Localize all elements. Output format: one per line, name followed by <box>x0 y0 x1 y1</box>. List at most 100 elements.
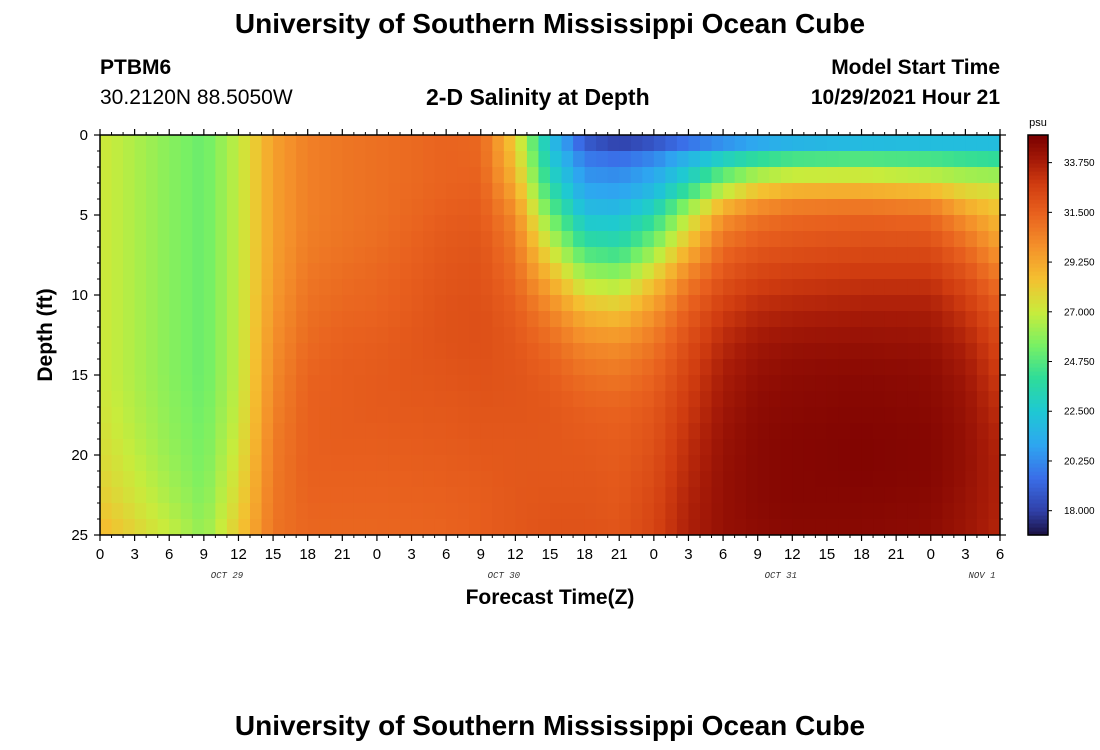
heatmap-cell <box>550 375 563 392</box>
heatmap-cell <box>226 391 240 408</box>
heatmap-cell <box>423 455 436 472</box>
heatmap-cell <box>526 199 540 216</box>
heatmap-cell <box>780 167 793 184</box>
heatmap-cell <box>480 247 493 264</box>
heatmap-cell <box>976 343 990 360</box>
heatmap-cell <box>884 359 897 376</box>
heatmap-cell <box>434 423 447 440</box>
heatmap-cell <box>665 343 678 360</box>
heatmap-cell <box>792 519 805 535</box>
heatmap-cell <box>561 471 574 488</box>
heatmap-cell <box>573 199 586 216</box>
heatmap-cell <box>330 407 343 424</box>
heatmap-cell <box>146 135 159 152</box>
heatmap-cell <box>203 135 216 152</box>
heatmap-cell <box>803 183 816 200</box>
heatmap-cell <box>180 423 193 440</box>
y-tick-label: 25 <box>71 527 88 544</box>
heatmap-cell <box>226 295 240 312</box>
heatmap-cell <box>884 263 897 280</box>
heatmap-cell <box>746 135 759 152</box>
heatmap-cell <box>919 439 932 456</box>
heatmap-cell <box>850 231 863 248</box>
heatmap-cell <box>953 407 966 424</box>
colorbar-segment <box>1028 275 1048 280</box>
heatmap-cell <box>215 407 228 424</box>
heatmap-cell <box>619 359 632 376</box>
heatmap-cell <box>515 503 528 520</box>
heatmap-cell <box>538 439 551 456</box>
x-tick-label: 21 <box>611 546 628 563</box>
heatmap-cell <box>423 439 436 456</box>
heatmap-cell <box>376 199 390 216</box>
heatmap-cell <box>238 295 251 312</box>
heatmap-cell <box>896 199 909 216</box>
heatmap-cell <box>930 375 943 392</box>
heatmap-cell <box>850 135 863 152</box>
heatmap-cell <box>238 327 251 344</box>
heatmap-cell <box>100 327 113 344</box>
heatmap-cell <box>573 279 586 296</box>
y-tick-label: 15 <box>71 367 88 384</box>
heatmap-cell <box>400 215 413 232</box>
heatmap-cell <box>111 183 124 200</box>
heatmap-cell <box>538 135 551 152</box>
heatmap-cell <box>111 215 124 232</box>
heatmap-cell <box>596 375 609 392</box>
heatmap-cell <box>942 183 955 200</box>
heatmap-cell <box>169 487 182 504</box>
heatmap-cell <box>584 359 597 376</box>
heatmap-cell <box>492 423 505 440</box>
colorbar-segment <box>1028 235 1048 240</box>
heatmap-cell <box>446 247 459 264</box>
heatmap-cell <box>469 439 482 456</box>
heatmap-cell <box>561 423 574 440</box>
heatmap-cell <box>203 519 216 535</box>
heatmap-cell <box>884 311 897 328</box>
heatmap-cell <box>169 167 182 184</box>
heatmap-cell <box>561 199 574 216</box>
heatmap-cell <box>676 519 690 535</box>
heatmap-cell <box>723 439 736 456</box>
heatmap-cell <box>676 375 690 392</box>
heatmap-cell <box>676 423 690 440</box>
heatmap-cell <box>907 247 920 264</box>
heatmap-cell <box>538 247 551 264</box>
heatmap-cell <box>388 503 401 520</box>
colorbar-segment <box>1028 531 1048 536</box>
heatmap-cell <box>734 215 747 232</box>
heatmap-cell <box>365 279 378 296</box>
heatmap-cell <box>515 199 528 216</box>
heatmap-cell <box>342 311 355 328</box>
heatmap-cell <box>665 487 678 504</box>
heatmap-cell <box>353 327 366 344</box>
heatmap-cell <box>296 487 309 504</box>
heatmap-cell <box>976 151 990 168</box>
y-axis-title: Depth (ft) <box>34 288 57 381</box>
heatmap-cell <box>780 503 793 520</box>
heatmap-cell <box>584 295 597 312</box>
heatmap-cell <box>965 167 978 184</box>
heatmap-cell <box>803 247 816 264</box>
heatmap-cell <box>607 503 620 520</box>
heatmap-cell <box>930 391 943 408</box>
heatmap-cell <box>203 279 216 296</box>
heatmap-cell <box>907 455 920 472</box>
heatmap-cell <box>503 135 516 152</box>
heatmap-cell <box>676 359 690 376</box>
heatmap-cell <box>965 295 978 312</box>
heatmap-cell <box>723 167 736 184</box>
heatmap-cell <box>919 311 932 328</box>
heatmap-cell <box>180 375 193 392</box>
heatmap-cell <box>630 183 643 200</box>
heatmap-cell <box>492 199 505 216</box>
heatmap-cell <box>111 407 124 424</box>
heatmap-cell <box>146 183 159 200</box>
heatmap-cell <box>250 503 263 520</box>
heatmap-cell <box>469 327 482 344</box>
heatmap-cell <box>723 199 736 216</box>
heatmap-cell <box>469 295 482 312</box>
heatmap-cell <box>457 327 470 344</box>
heatmap-cell <box>630 231 643 248</box>
heatmap-cell <box>630 455 643 472</box>
